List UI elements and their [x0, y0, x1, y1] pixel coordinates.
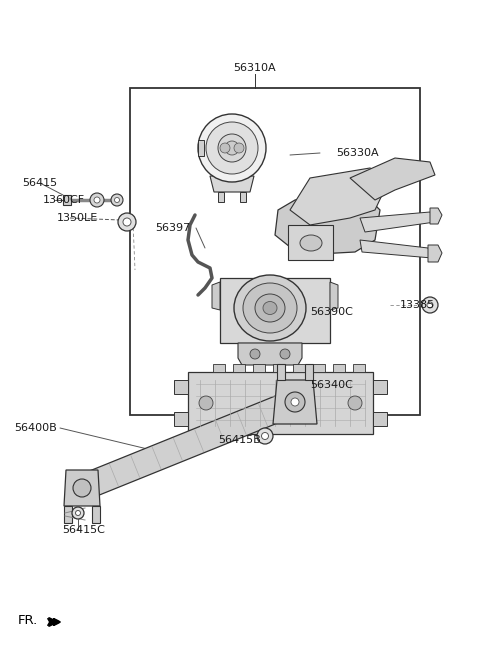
Bar [63, 195, 71, 205]
Text: 56397: 56397 [155, 223, 190, 233]
Circle shape [280, 349, 290, 359]
Polygon shape [92, 506, 100, 523]
Circle shape [250, 349, 260, 359]
Ellipse shape [255, 294, 285, 322]
Polygon shape [350, 158, 435, 200]
Polygon shape [218, 192, 224, 202]
Polygon shape [313, 364, 325, 372]
Polygon shape [64, 470, 100, 506]
Polygon shape [238, 343, 302, 365]
Polygon shape [174, 380, 188, 394]
Text: 56415C: 56415C [62, 525, 105, 535]
Circle shape [94, 197, 100, 203]
Polygon shape [240, 192, 246, 202]
Circle shape [90, 193, 104, 207]
Ellipse shape [234, 275, 306, 341]
Polygon shape [333, 364, 345, 372]
Polygon shape [430, 208, 442, 224]
Ellipse shape [234, 143, 244, 153]
Polygon shape [353, 364, 365, 372]
Circle shape [115, 198, 120, 202]
Circle shape [427, 302, 433, 308]
Polygon shape [305, 364, 313, 380]
Ellipse shape [206, 122, 258, 174]
Ellipse shape [198, 114, 266, 182]
Polygon shape [64, 506, 72, 523]
Ellipse shape [218, 134, 246, 162]
Polygon shape [198, 140, 204, 156]
Polygon shape [360, 240, 432, 258]
Polygon shape [273, 380, 317, 424]
Polygon shape [233, 364, 245, 372]
Polygon shape [373, 412, 387, 426]
Polygon shape [77, 390, 300, 500]
Polygon shape [330, 282, 338, 310]
Polygon shape [273, 364, 285, 372]
Text: 56415: 56415 [22, 178, 57, 188]
Polygon shape [174, 412, 188, 426]
Polygon shape [428, 245, 442, 262]
Bar [188, 372, 373, 434]
Polygon shape [253, 364, 265, 372]
Text: FR.: FR. [18, 614, 38, 627]
Circle shape [72, 507, 84, 519]
Text: 56390C: 56390C [310, 307, 353, 317]
Circle shape [291, 398, 299, 406]
Circle shape [123, 218, 131, 226]
Circle shape [199, 396, 213, 410]
Ellipse shape [220, 143, 230, 153]
Text: 1360CF: 1360CF [43, 195, 85, 205]
Polygon shape [275, 185, 380, 255]
Bar [288, 225, 333, 260]
Text: 56400B: 56400B [14, 423, 57, 433]
Circle shape [111, 194, 123, 206]
Polygon shape [360, 212, 435, 232]
Polygon shape [277, 364, 285, 380]
Polygon shape [210, 176, 254, 192]
Ellipse shape [263, 302, 277, 315]
Bar [220, 278, 330, 343]
Ellipse shape [225, 141, 239, 155]
Polygon shape [373, 380, 387, 394]
Circle shape [73, 479, 91, 497]
Bar [130, 88, 420, 415]
Circle shape [75, 510, 81, 516]
Text: 13385: 13385 [400, 300, 435, 310]
Polygon shape [293, 364, 305, 372]
Polygon shape [213, 364, 225, 372]
Circle shape [118, 213, 136, 231]
Text: 56415B: 56415B [218, 435, 261, 445]
Circle shape [257, 428, 273, 444]
Ellipse shape [300, 235, 322, 251]
Text: 1350LE: 1350LE [57, 213, 98, 223]
Circle shape [422, 297, 438, 313]
Text: 56340C: 56340C [310, 380, 353, 390]
Ellipse shape [243, 283, 297, 333]
Text: 56330A: 56330A [336, 148, 379, 158]
Text: 56310A: 56310A [234, 63, 276, 73]
Circle shape [348, 396, 362, 410]
Polygon shape [290, 168, 390, 225]
Circle shape [262, 432, 268, 440]
Polygon shape [212, 282, 220, 310]
Circle shape [285, 392, 305, 412]
